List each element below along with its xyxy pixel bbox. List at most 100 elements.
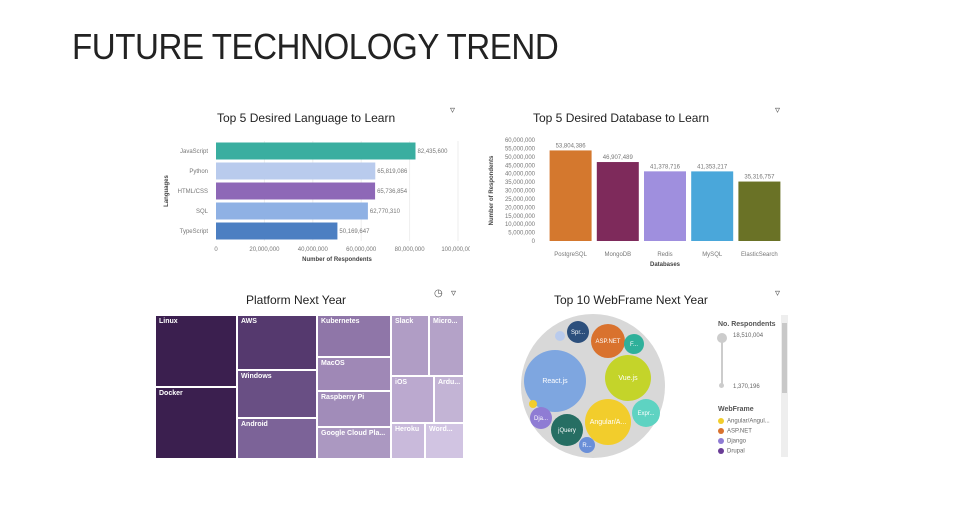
legend-entry[interactable]: Angular/Angul... xyxy=(718,418,770,425)
bubble[interactable] xyxy=(529,400,537,408)
x-tick-label: 100,000,000 xyxy=(441,247,470,253)
treemap-cell[interactable]: Raspberry Pi xyxy=(317,391,391,427)
legend-entry[interactable]: Drupal xyxy=(718,448,745,455)
data-label: 65,819,086 xyxy=(377,169,408,175)
bubble[interactable] xyxy=(579,437,595,453)
bubble[interactable] xyxy=(567,321,589,343)
treemap-label: Ardu... xyxy=(438,379,461,386)
y-tick-label: 30,000,000 xyxy=(505,189,536,195)
data-label: 35,316,757 xyxy=(744,175,775,181)
x-tick-label: ElasticSearch xyxy=(741,252,778,258)
data-label: 41,378,716 xyxy=(650,164,681,170)
legend-entry[interactable]: ASP.NET xyxy=(718,428,752,435)
y-tick-label: 50,000,000 xyxy=(505,155,536,161)
webframe-chart-title: Top 10 WebFrame Next Year xyxy=(554,293,708,307)
size-legend-track xyxy=(721,335,723,385)
size-legend-max-circle xyxy=(717,333,727,343)
legend-entry[interactable]: Django xyxy=(718,438,746,445)
treemap-cell[interactable]: Word... xyxy=(425,423,464,459)
legend-swatch xyxy=(718,428,724,434)
treemap-cell[interactable]: Micro... xyxy=(429,315,464,376)
data-label: 50,169,647 xyxy=(339,229,370,235)
treemap-cell[interactable]: AWS xyxy=(237,315,317,370)
bubble[interactable] xyxy=(530,407,552,429)
bubble[interactable] xyxy=(632,399,660,427)
database-chart-panel: Top 5 Desired Database to Learn ▿ 0 5,000… xyxy=(485,105,790,275)
treemap-cell[interactable]: Docker xyxy=(155,387,237,459)
y-tick-label: 0 xyxy=(532,239,536,245)
treemap-cell[interactable]: Slack xyxy=(391,315,429,376)
legend-label: Drupal xyxy=(727,448,745,455)
y-tick-label: SQL xyxy=(196,209,209,215)
treemap-label: Windows xyxy=(241,373,272,380)
treemap-cell[interactable]: Google Cloud Pla... xyxy=(317,427,391,459)
data-label: 82,435,600 xyxy=(417,149,448,155)
bar[interactable] xyxy=(216,202,368,220)
treemap-cell[interactable]: iOS xyxy=(391,376,434,423)
legend-swatch xyxy=(718,438,724,444)
treemap-label: Docker xyxy=(159,390,183,397)
bubble[interactable] xyxy=(591,324,625,358)
y-tick-label: 25,000,000 xyxy=(505,197,536,203)
bubble[interactable] xyxy=(551,414,583,446)
treemap-cell[interactable]: Heroku xyxy=(391,423,425,459)
database-bar-chart: 0 5,000,000 10,000,000 15,000,000 20,000,000… xyxy=(489,138,781,268)
language-chart-title: Top 5 Desired Language to Learn xyxy=(217,111,396,125)
bubble[interactable] xyxy=(555,331,565,341)
legend-scrollbar-thumb[interactable] xyxy=(782,323,787,393)
y-tick-label: 5,000,000 xyxy=(508,231,535,237)
treemap-cell[interactable]: Kubernetes xyxy=(317,315,391,357)
x-axis-title: Databases xyxy=(650,262,681,268)
treemap-label: iOS xyxy=(395,379,408,386)
filter-icon[interactable]: ▿ xyxy=(775,288,781,299)
y-axis-title: Number of Respondents xyxy=(489,155,495,225)
bubble[interactable] xyxy=(524,350,586,412)
bar[interactable] xyxy=(596,162,639,241)
y-tick-label: TypeScript xyxy=(180,229,209,235)
legend-swatch xyxy=(718,448,724,454)
bar[interactable] xyxy=(644,171,686,241)
data-label: 46,907,489 xyxy=(603,155,634,161)
platform-treemap: Linux Docker AWS Windows Android Kubernetes Ma… xyxy=(155,315,464,459)
treemap-label: Google Cloud Pla... xyxy=(321,430,386,437)
bar[interactable] xyxy=(216,142,416,160)
x-tick-label: PostgreSQL xyxy=(554,252,587,258)
bubble[interactable] xyxy=(585,399,631,445)
bubble[interactable] xyxy=(605,355,651,401)
bubble-label: Dja... xyxy=(534,416,548,422)
bubble-label: ASP.NET xyxy=(596,339,621,345)
bar[interactable] xyxy=(216,182,376,200)
filter-icon[interactable]: ▿ xyxy=(451,288,457,299)
bar[interactable] xyxy=(216,162,376,180)
bar[interactable] xyxy=(216,222,338,240)
data-label: 65,736,854 xyxy=(377,189,408,195)
bar[interactable] xyxy=(691,171,734,241)
page-title: FUTURE TECHNOLOGY TREND xyxy=(72,26,559,67)
y-tick-label: HTML/CSS xyxy=(178,189,208,195)
treemap-label: Heroku xyxy=(395,426,420,433)
bar[interactable] xyxy=(738,181,781,241)
y-tick-label: 10,000,000 xyxy=(505,222,536,228)
webframe-bubble-chart: React.js Vue.js Angular/A... ASP.NET Spr... F… xyxy=(521,314,665,458)
y-tick-label: JavaScript xyxy=(180,149,208,155)
filter-icon[interactable]: ▿ xyxy=(775,105,781,116)
language-chart-panel: Top 5 Desired Language to Learn ▿ 0 20,00… xyxy=(160,105,470,275)
size-legend-title: No. Respondents xyxy=(718,321,776,328)
y-tick-label: 60,000,000 xyxy=(505,138,536,144)
treemap-cell[interactable]: Linux xyxy=(155,315,237,387)
x-tick-label: MySQL xyxy=(702,252,723,258)
bubble[interactable] xyxy=(624,334,644,354)
bar[interactable] xyxy=(549,150,592,241)
y-tick-label: 40,000,000 xyxy=(505,172,536,178)
treemap-cell[interactable]: MacOS xyxy=(317,357,391,391)
legend-scrollbar[interactable] xyxy=(781,315,788,457)
treemap-cell[interactable]: Ardu... xyxy=(434,376,464,423)
bubble-label: R... xyxy=(582,443,592,449)
clock-icon[interactable]: ◷ xyxy=(434,288,443,299)
treemap-cell[interactable]: Android xyxy=(237,418,317,459)
y-tick-label: 15,000,000 xyxy=(505,214,536,220)
treemap-label: Android xyxy=(241,421,268,428)
filter-icon[interactable]: ▿ xyxy=(450,105,456,116)
treemap-label: Micro... xyxy=(433,318,458,325)
treemap-cell[interactable]: Windows xyxy=(237,370,317,418)
